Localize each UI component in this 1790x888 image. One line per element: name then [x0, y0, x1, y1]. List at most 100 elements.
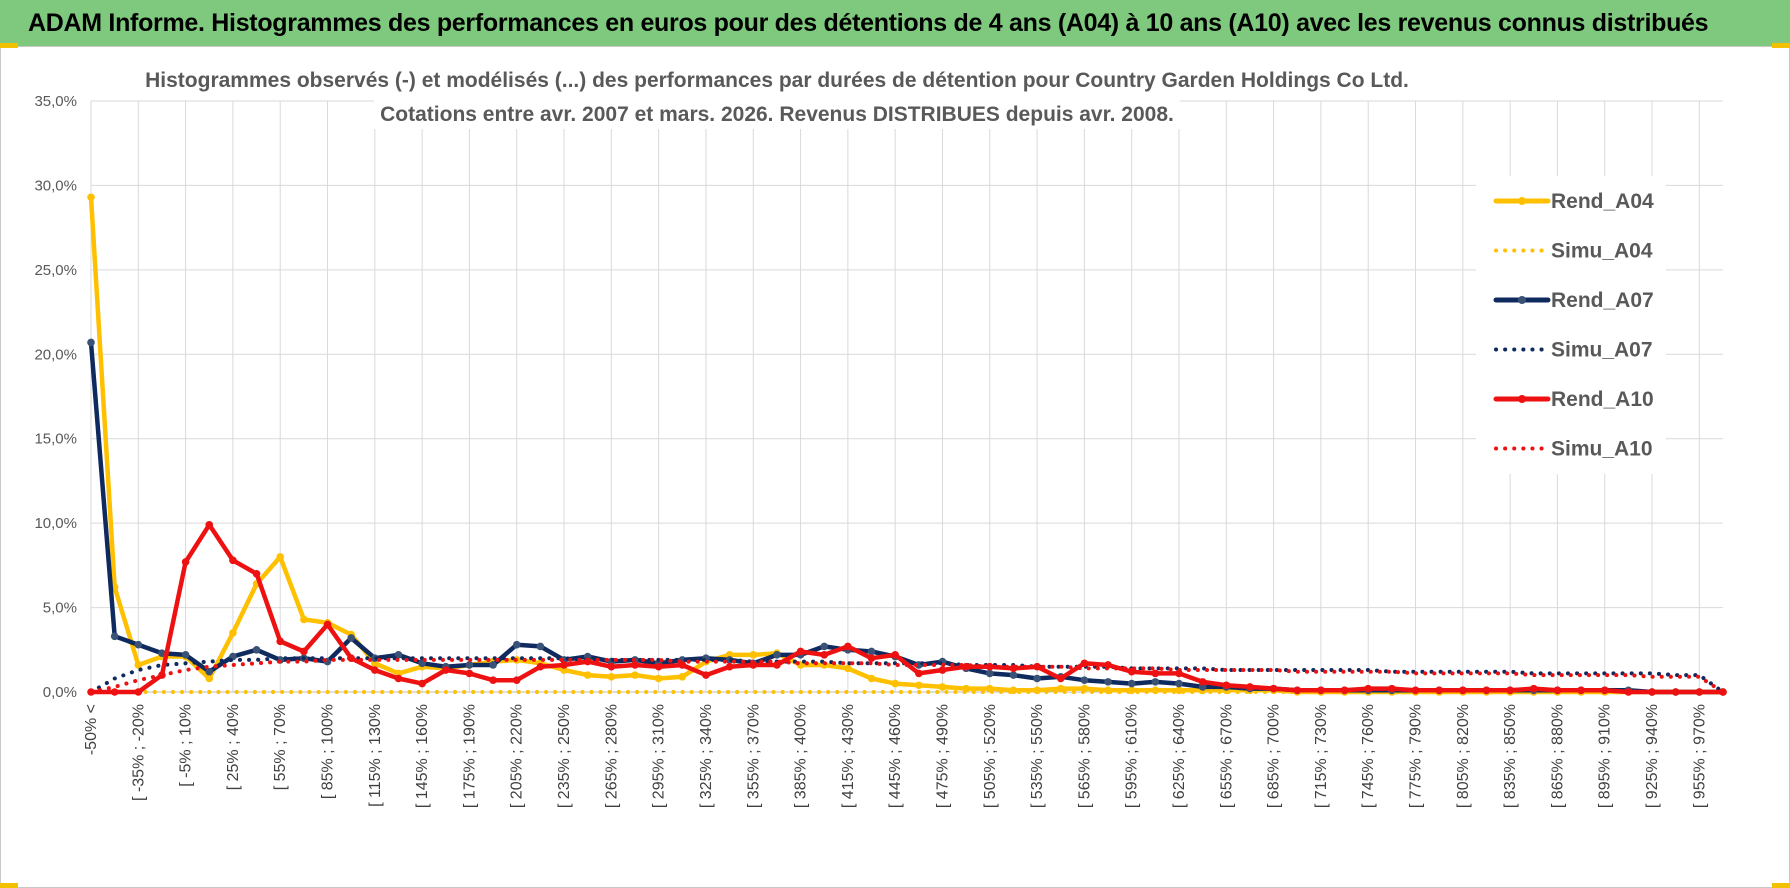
data-point — [725, 662, 734, 671]
y-tick-label: 20,0% — [34, 346, 77, 363]
data-point — [489, 661, 497, 669]
y-tick-label: 35,0% — [34, 93, 77, 110]
data-point — [134, 640, 143, 649]
data-point — [631, 671, 639, 679]
chart-title-background — [139, 66, 1415, 95]
corner-mark — [0, 883, 18, 888]
data-point — [915, 669, 923, 678]
y-tick-label: 30,0% — [34, 177, 77, 194]
data-point — [1127, 679, 1136, 688]
data-point — [1364, 684, 1373, 693]
data-point — [702, 671, 710, 679]
data-point — [1246, 683, 1254, 691]
x-tick-label: [ 325% ; 340% — [698, 704, 715, 808]
data-point — [134, 661, 143, 669]
data-point — [252, 570, 261, 578]
data-point — [1506, 686, 1514, 695]
data-point — [1009, 671, 1018, 679]
data-point — [1577, 686, 1585, 695]
data-point — [1151, 678, 1160, 686]
data-point — [1671, 688, 1680, 696]
data-point — [654, 674, 663, 683]
data-point — [441, 666, 450, 674]
series-line-simu-a07 — [89, 656, 1725, 694]
legend-label: Rend_A04 — [1551, 190, 1654, 213]
data-point — [110, 632, 119, 641]
data-point — [560, 661, 568, 669]
data-point — [1648, 688, 1656, 696]
x-tick-label: [ 625% ; 640% — [1171, 704, 1188, 808]
data-point — [134, 688, 143, 696]
data-point — [205, 674, 214, 683]
data-point — [891, 679, 899, 688]
data-point — [465, 669, 474, 678]
data-point — [418, 679, 426, 688]
x-tick-label: [ 865% ; 880% — [1549, 704, 1566, 808]
data-point — [1388, 684, 1396, 693]
data-point — [252, 645, 261, 654]
data-point — [1033, 674, 1041, 683]
data-point — [867, 654, 876, 663]
data-point — [181, 558, 190, 566]
x-tick-label: [ 835% ; 850% — [1502, 704, 1519, 808]
x-tick-label: [ 685% ; 700% — [1266, 704, 1283, 808]
x-tick-label: [ 25% ; 40% — [225, 704, 242, 790]
x-tick-label: [ 775% ; 790% — [1408, 704, 1425, 808]
data-point — [1695, 688, 1704, 696]
chart-title-line: Histogrammes observés (-) et modélisés (… — [145, 69, 1409, 92]
data-point — [347, 634, 355, 642]
grid-lines — [90, 100, 1723, 693]
data-point — [1293, 686, 1302, 695]
data-point — [796, 647, 805, 656]
data-point — [1104, 678, 1112, 686]
x-tick-label: -50% < — [83, 704, 100, 755]
x-tick-label: [ 55% ; 70% — [272, 704, 289, 790]
data-point — [1033, 662, 1041, 671]
data-point — [867, 674, 876, 683]
x-tick-label: [ 355% ; 370% — [745, 704, 762, 808]
x-tick-label: [ 415% ; 430% — [840, 704, 857, 808]
legend-label: Rend_A10 — [1551, 388, 1654, 411]
series-line-simu-a10 — [89, 657, 1725, 694]
data-point — [678, 673, 687, 681]
x-tick-label: [ 745% ; 760% — [1360, 704, 1377, 808]
x-tick-label: [ 805% ; 820% — [1455, 704, 1472, 808]
chart-title-line: Cotations entre avr. 2007 et mars. 2026.… — [380, 103, 1174, 126]
y-tick-label: 10,0% — [34, 515, 77, 532]
legend-marker — [1518, 197, 1526, 205]
data-point — [985, 669, 994, 678]
data-point — [891, 651, 899, 659]
data-point — [1080, 676, 1089, 684]
data-point — [323, 620, 332, 629]
data-point — [938, 683, 947, 691]
x-tick-label: [ 385% ; 400% — [793, 704, 810, 808]
report-banner: ADAM Informe. Histogrammes des performan… — [0, 0, 1790, 47]
data-point — [1056, 674, 1065, 683]
data-point — [1411, 686, 1420, 695]
data-point — [820, 651, 829, 659]
data-point — [512, 676, 521, 684]
data-point — [489, 676, 497, 684]
data-point — [229, 629, 237, 637]
data-point — [1340, 686, 1349, 695]
data-point — [276, 553, 285, 561]
data-point — [1080, 659, 1089, 668]
x-tick-label: [ 565% ; 580% — [1076, 704, 1093, 808]
legend-marker — [1518, 395, 1526, 403]
corner-mark — [1772, 43, 1790, 48]
x-tick-label: [ 445% ; 460% — [887, 704, 904, 808]
data-point — [181, 651, 190, 659]
x-tick-label: [ 535% ; 550% — [1029, 704, 1046, 808]
legend-box — [1476, 176, 1666, 474]
data-point — [631, 661, 639, 669]
legend-marker — [1518, 296, 1526, 304]
report-title: ADAM Informe. Histogrammes des performan… — [28, 9, 1709, 37]
data-point — [1175, 679, 1183, 688]
y-tick-label: 5,0% — [43, 600, 77, 617]
x-tick-label: [ 655% ; 670% — [1218, 704, 1235, 808]
x-tick-label: [ 715% ; 730% — [1313, 704, 1330, 808]
data-point — [229, 556, 237, 565]
data-point — [1269, 684, 1278, 693]
x-tick-label: [ 925% ; 940% — [1644, 704, 1661, 808]
data-point — [276, 637, 285, 646]
